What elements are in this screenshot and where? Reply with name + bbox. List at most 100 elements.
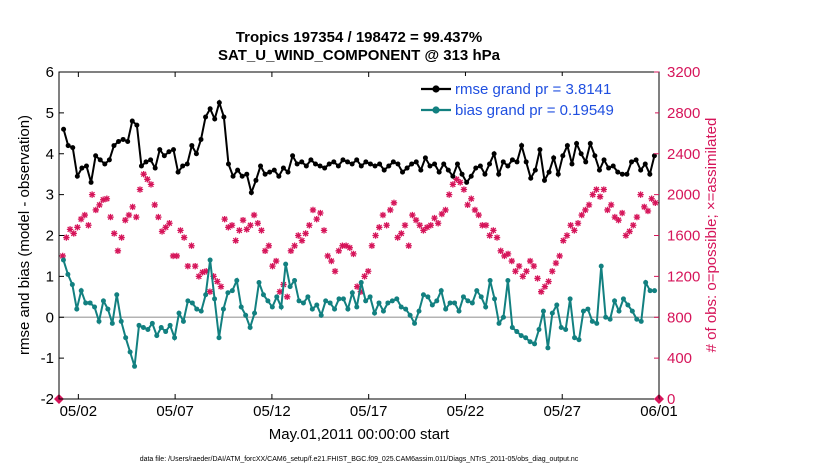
bias-point [220, 306, 226, 312]
bias-point [234, 277, 240, 283]
obs-count-point [515, 262, 523, 270]
obs-count-point [309, 206, 317, 214]
bias-point [420, 292, 426, 298]
bias-point [585, 306, 591, 312]
data-file-footnote: data file: /Users/raeder/DAI/ATM_forcXX/… [140, 456, 579, 463]
obs-count-point [526, 257, 534, 265]
left-y-tick-label: 5 [46, 105, 54, 122]
rmse-point [271, 167, 277, 173]
bias-point [545, 345, 551, 351]
rmse-point [413, 159, 419, 165]
bias-point [652, 288, 658, 294]
obs-count-point [339, 242, 346, 249]
obs-count-point [574, 220, 582, 227]
rmse-point [203, 114, 209, 120]
obs-count-point [582, 206, 589, 214]
obs-count-point [464, 201, 471, 209]
rmse-point [345, 159, 351, 165]
right-y-tick-label: 400 [667, 350, 692, 367]
rmse-point [647, 171, 653, 177]
rmse-point [262, 171, 268, 177]
bias-point [549, 310, 555, 316]
x-tick-label: 05/07 [156, 403, 194, 420]
obs-count-point [357, 288, 365, 295]
bias-point [265, 298, 271, 304]
legend-rmse-marker [432, 85, 440, 93]
bias-point [127, 349, 133, 355]
obs-count-point [59, 252, 66, 260]
bias-point [100, 298, 106, 304]
obs-count-point [254, 220, 261, 227]
obs-count-point [107, 213, 114, 221]
obs-count-point [335, 247, 342, 255]
rmse-point [253, 177, 259, 183]
bias-point [380, 308, 386, 314]
bias-point [625, 302, 631, 308]
rmse-point [418, 167, 424, 173]
rmse-point [454, 161, 460, 167]
rmse-point [335, 163, 341, 169]
rmse-point [450, 173, 456, 179]
rmse-point [294, 161, 300, 167]
bias-point [345, 306, 351, 312]
bias-point [372, 310, 378, 316]
obs-count-point [210, 273, 217, 280]
rmse-point [477, 163, 483, 169]
rmse-point [189, 143, 195, 149]
rmse-point [157, 147, 163, 153]
obs-count-point [276, 288, 284, 295]
rmse-point [120, 136, 126, 142]
rmse-point [574, 141, 580, 147]
obs-count-point [409, 211, 416, 219]
obs-count-point [571, 227, 578, 234]
obs-count-point [585, 201, 593, 209]
bias-point [483, 304, 489, 310]
bias-point [69, 282, 75, 288]
bias-point [589, 318, 595, 324]
bias-point [505, 277, 511, 283]
obs-count-point [486, 232, 493, 239]
rmse-point [225, 161, 231, 167]
obs-count-point [177, 227, 184, 234]
bias-point [172, 335, 178, 341]
obs-count-point [361, 273, 368, 280]
obs-count-point [593, 186, 600, 193]
rmse-point [514, 159, 520, 165]
obs-count-point [394, 234, 401, 241]
obs-count-point [99, 196, 107, 203]
bias-point [398, 304, 404, 310]
rmse-point [285, 169, 291, 175]
obs-count-point [637, 191, 644, 198]
obs-count-point [490, 227, 497, 234]
bias-point [296, 298, 302, 304]
obs-count-point [552, 259, 560, 267]
rmse-point [83, 163, 89, 169]
rmse-point [116, 138, 122, 144]
obs-count-point [387, 206, 394, 214]
rmse-point [152, 165, 158, 171]
obs-count-point [191, 262, 199, 270]
obs-count-point [475, 211, 482, 219]
legend-rmse-label: rmse grand pr = 3.8141 [455, 81, 611, 98]
obs-count-point [567, 222, 574, 229]
bias-point [83, 300, 89, 306]
x-tick-label: 05/27 [543, 403, 581, 420]
obs-count-point [578, 211, 585, 219]
obs-count-point [416, 222, 423, 229]
bias-point [207, 257, 213, 263]
bias-point [389, 298, 395, 304]
left-y-axis-label: rmse and bias (model - observation) [16, 115, 33, 355]
bias-point [216, 335, 222, 341]
bias-point [429, 302, 435, 308]
obs-count-point [648, 195, 655, 202]
rmse-point [207, 106, 213, 112]
obs-count-point [63, 234, 70, 241]
rmse-series [61, 99, 657, 196]
bias-point [278, 304, 284, 310]
obs-count-point [449, 181, 457, 188]
obs-count-point [317, 209, 324, 217]
obs-count-point [247, 222, 254, 229]
right-y-tick-label: 1600 [667, 228, 700, 245]
bias-point [87, 300, 93, 306]
rmse-point [244, 171, 250, 177]
